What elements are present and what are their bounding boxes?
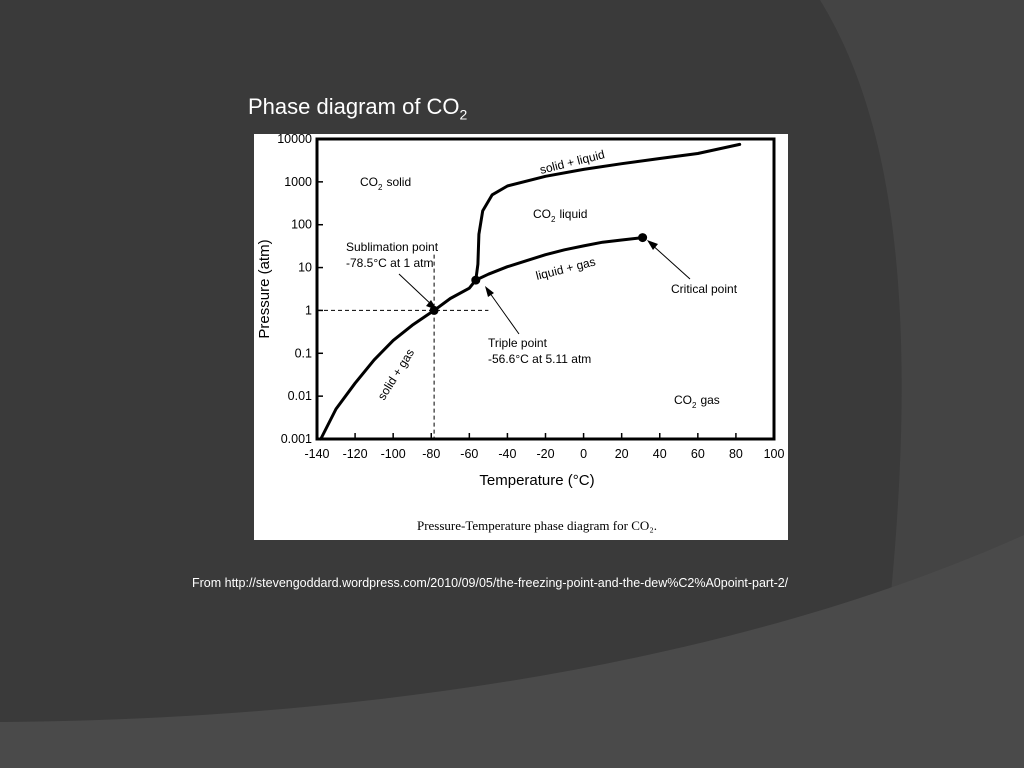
sublimation-arrow-shaft [398, 273, 435, 308]
co2-subscript: 2 [551, 215, 556, 224]
x-tick-label: 20 [615, 447, 629, 461]
critical-arrow-shaft [649, 242, 691, 280]
triple-arrow [485, 286, 520, 335]
x-axis-label: Temperature (°C) [479, 472, 594, 489]
y-tick-label: 1000 [284, 175, 312, 189]
co2-gas-word: gas [700, 393, 719, 407]
critical-label: Critical point [671, 282, 738, 296]
slide-title-subscript: 2 [459, 106, 468, 123]
marker-sublimation-point [429, 305, 439, 315]
slide-title: Phase diagram of CO2 [248, 94, 467, 122]
co2-prefix: CO [674, 393, 692, 407]
x-tick-label: 80 [729, 447, 743, 461]
co2-subscript: 2 [692, 401, 697, 410]
triple-arrow-shaft [486, 288, 520, 335]
x-tick-label: -20 [536, 447, 554, 461]
x-tick-label: 0 [580, 447, 587, 461]
y-tick-label: 1 [305, 303, 312, 317]
label-liquid-gas: liquid + gas [534, 255, 597, 283]
guide-lines [317, 254, 489, 439]
phase-diagram-chart: -140 -120 -100 -80 -60 -40 -20 0 20 40 60 80 100 0.0… [256, 134, 784, 533]
sublimation-arrow [398, 273, 437, 310]
critical-arrowhead [647, 240, 658, 250]
curve-solid-liquid [474, 142, 742, 282]
y-tick-label: 0.01 [288, 389, 312, 403]
curve-liquid-gas [474, 236, 645, 282]
x-tick-label: 40 [653, 447, 667, 461]
x-tick-label: -60 [460, 447, 478, 461]
triple-label-line1: Triple point [488, 336, 548, 350]
region-co2-liquid: CO2 liquid [533, 207, 587, 224]
source-citation: From http://stevengoddard.wordpress.com/… [192, 576, 789, 590]
phase-diagram-figure: -140 -120 -100 -80 -60 -40 -20 0 20 40 60 80 100 0.0… [254, 134, 788, 540]
y-axis-label: Pressure (atm) [256, 239, 273, 338]
y-tick-label: 0.001 [281, 432, 312, 446]
sublimation-label-line1: Sublimation point [346, 240, 439, 254]
curve-solid-gas [319, 278, 478, 441]
x-tick-label: -40 [498, 447, 516, 461]
x-tick-label: -140 [304, 447, 329, 461]
y-tick-label: 100 [291, 218, 312, 232]
y-tick-label: 0.1 [295, 346, 312, 360]
co2-subscript: 2 [378, 183, 383, 192]
sublimation-arrowhead [426, 300, 437, 310]
slide-title-main: Phase diagram of CO [248, 94, 460, 119]
critical-arrow [647, 240, 691, 280]
phase-boundaries [319, 142, 742, 441]
triple-arrowhead [485, 286, 494, 297]
x-tick-label: -120 [343, 447, 368, 461]
y-tick-label: 10 [298, 261, 312, 275]
y-axis: 0.001 0.01 0.1 1 10 100 1000 10000 [277, 134, 323, 446]
sublimation-label-line2: -78.5°C at 1 atm [346, 256, 434, 270]
x-axis: -140 -120 -100 -80 -60 -40 -20 0 20 40 60 80 100 [304, 433, 784, 461]
background-swoosh-bottom [0, 535, 1024, 768]
x-tick-label: -100 [381, 447, 406, 461]
y-tick-label: 10000 [277, 134, 312, 146]
x-tick-label: 100 [764, 447, 785, 461]
figure-caption: Pressure-Temperature phase diagram for C… [417, 518, 657, 533]
x-tick-label: 60 [691, 447, 705, 461]
marker-triple-point [471, 275, 481, 285]
co2-solid-word: solid [386, 175, 411, 189]
region-co2-solid: CO2 solid [360, 175, 411, 192]
x-tick-label: -80 [422, 447, 440, 461]
co2-prefix: CO [360, 175, 378, 189]
marker-critical-point [638, 233, 648, 243]
triple-label-line2: -56.6°C at 5.11 atm [488, 352, 591, 366]
special-points [429, 233, 648, 315]
co2-prefix: CO [533, 207, 551, 221]
co2-liquid-word: liquid [559, 207, 587, 221]
region-co2-gas: CO2 gas [674, 393, 720, 410]
